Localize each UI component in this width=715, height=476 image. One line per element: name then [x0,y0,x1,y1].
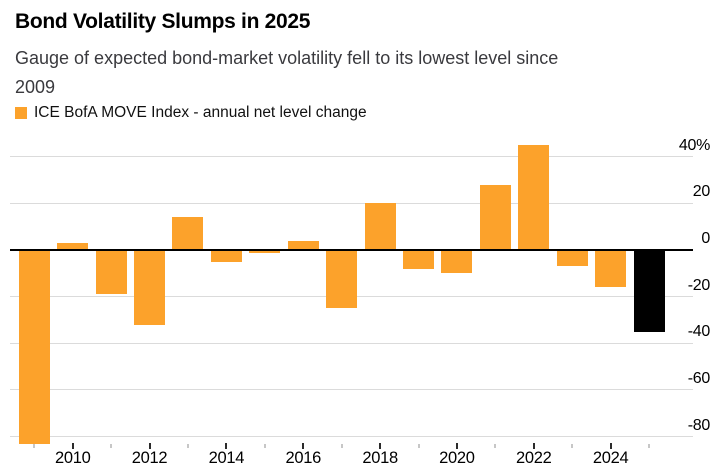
gridline-20 [10,202,693,204]
x-tick-2024 [609,443,612,449]
gridline--60 [10,389,693,391]
bar-2022 [518,145,550,250]
bar-2018 [364,203,396,250]
legend-label: ICE BofA MOVE Index - annual net level c… [34,104,367,121]
chart-subtitle-line-2: 2009 [15,77,56,97]
x-axis-label-2012: 2012 [131,449,168,467]
x-axis-label-2010: 2010 [54,449,91,467]
bar-2012 [134,250,166,325]
legend-swatch-icon [15,107,27,119]
x-tick-2015 [263,444,266,448]
bar-2023 [556,250,588,267]
x-tick-2016 [302,443,305,449]
bar-2019 [403,250,434,269]
bar-2020 [441,250,473,274]
x-axis-label-2014: 2014 [208,449,245,467]
gridline--40 [10,342,693,344]
chart-subtitle-line-1: Gauge of expected bond-market volatility… [15,48,559,68]
bar-2025 [633,250,665,332]
y-axis-label-0: 0 [701,230,710,247]
x-tick-2020 [455,443,458,449]
zero-axis-line [10,248,693,251]
bar-2010 [57,243,89,250]
x-axis-label-2018: 2018 [362,449,398,467]
x-tick-2012 [148,443,151,449]
chart-subtitle: Gauge of expected bond-market volatility… [15,44,695,102]
gridline-40 [10,156,693,158]
bar-2014 [210,250,242,262]
y-axis-label--60: -60 [687,369,711,387]
bar-2017 [326,250,358,309]
x-tick-2025 [648,444,651,448]
x-tick-2014 [225,443,228,449]
x-axis-label-2020: 2020 [439,449,475,467]
x-tick-2023 [571,444,574,448]
y-axis-label--40: -40 [687,323,711,341]
x-axis-label-2022: 2022 [515,449,552,467]
gridline--80 [10,436,693,438]
bar-2013 [172,217,204,250]
x-tick-2019 [417,444,420,448]
bar-2009 [18,250,50,444]
bar-2016 [287,240,319,250]
x-axis-label-2016: 2016 [285,449,321,467]
y-axis-label-20: 20 [692,183,711,201]
x-tick-2017 [340,444,343,448]
y-axis-label--80: -80 [687,416,711,434]
x-tick-2022 [532,443,535,449]
bar-2015 [249,250,281,254]
bar-2011 [95,250,127,295]
x-tick-2021 [494,444,497,448]
x-tick-2018 [379,443,382,449]
chart-title: Bond Volatility Slumps in 2025 [15,10,311,33]
x-tick-2013 [186,444,189,448]
y-axis-label-40: 40% [678,136,710,154]
x-tick-2009 [33,444,36,448]
bar-2021 [479,184,511,250]
bar-2024 [595,250,627,288]
x-axis-label-2024: 2024 [592,449,629,467]
x-tick-2011 [110,444,113,448]
x-tick-2010 [71,443,74,449]
y-axis-label--20: -20 [687,276,711,294]
